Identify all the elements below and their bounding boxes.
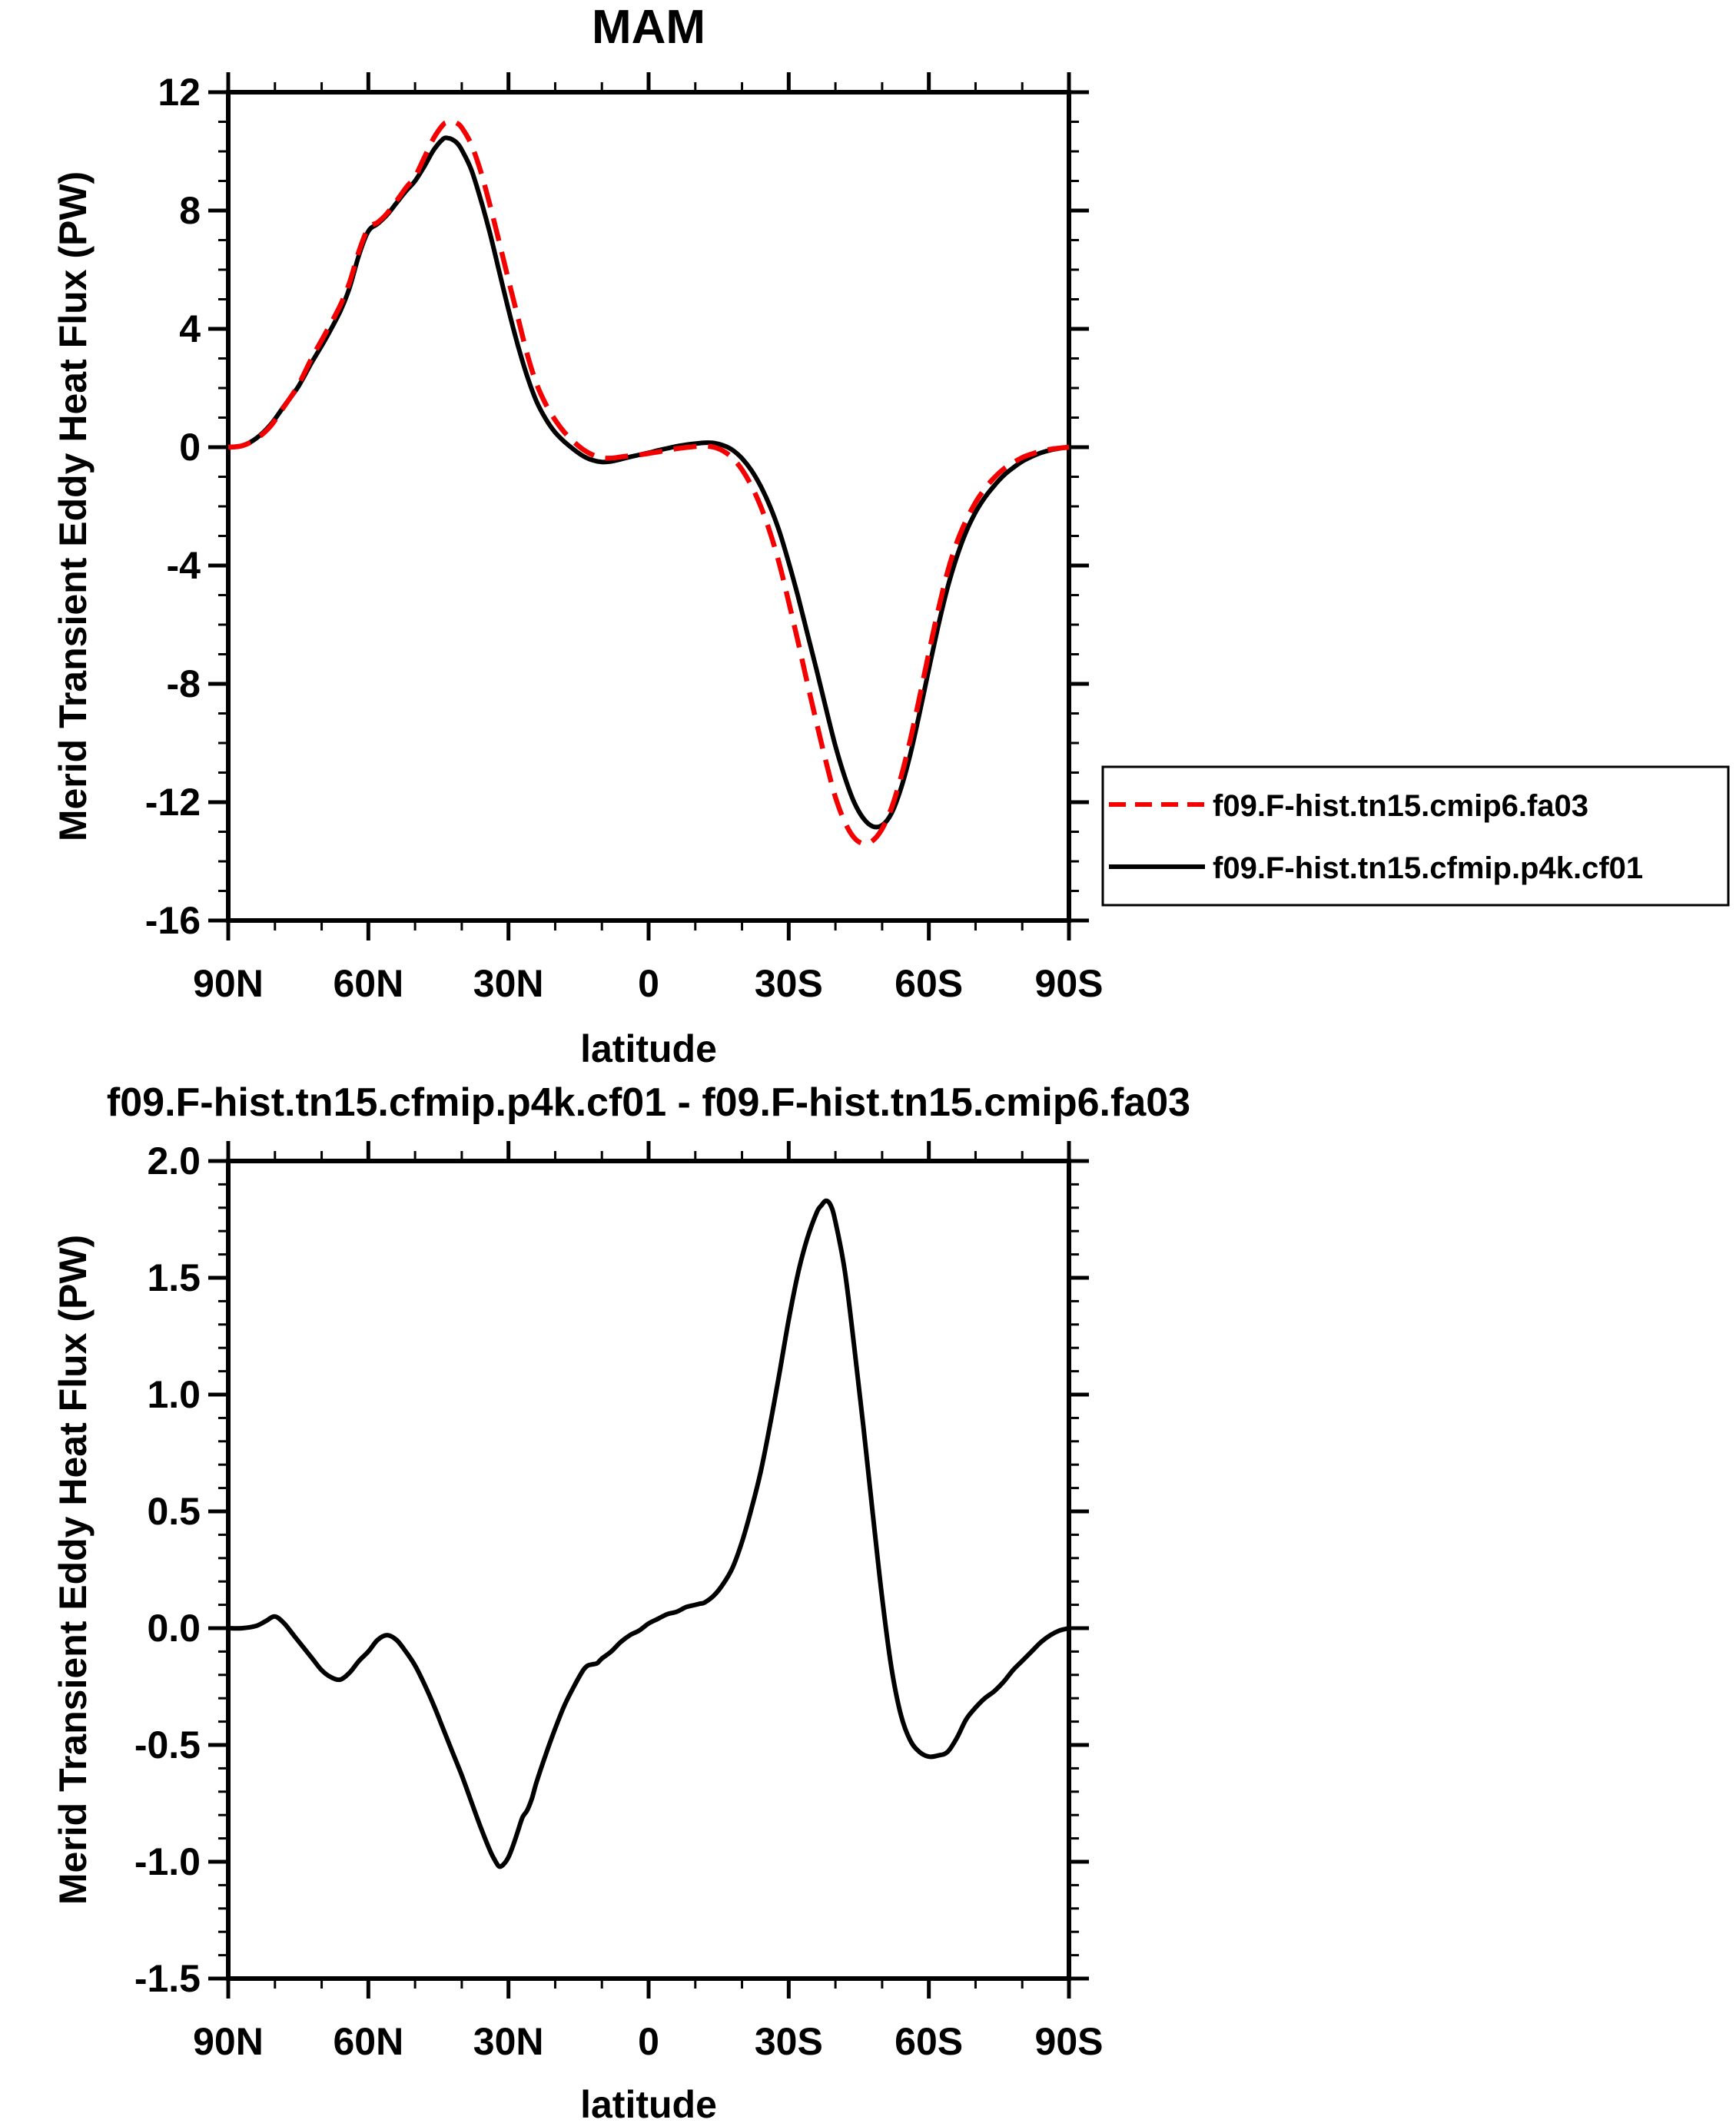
- x-tick-label: 60N: [333, 962, 403, 1005]
- y-tick-label: -1.5: [134, 1957, 201, 2000]
- y-tick-label: 4: [179, 307, 201, 350]
- top-chart-y-axis-label: Merid Transient Eddy Heat Flux (PW): [51, 171, 95, 841]
- y-tick-label: 1.5: [147, 1256, 201, 1299]
- x-tick-label: 30S: [755, 2020, 823, 2063]
- series-line-f09-f-hist-tn15-cmip6-fa03: [227, 119, 1070, 847]
- x-tick-label: 90S: [1035, 2020, 1104, 2063]
- x-tick-label: 90N: [193, 962, 264, 1005]
- legend-box: [1101, 765, 1730, 907]
- x-tick-label: 30N: [473, 2020, 544, 2063]
- axes: 90N 60N 30N 0 30S 60S 90S 12 8 4 0 -4 -8 -12 -16: [145, 71, 1104, 1005]
- y-tick-label: 12: [158, 71, 201, 114]
- y-tick-label: 1.0: [147, 1373, 201, 1416]
- x-tick-label: 30N: [473, 962, 544, 1005]
- y-tick-label: 0.0: [147, 1607, 201, 1650]
- top-chart-title: MAM: [592, 1, 705, 54]
- x-tick-label: 30S: [755, 962, 823, 1005]
- x-tick-label: 0: [638, 2020, 659, 2063]
- rendered-chart-layer: 90N 60N 30N 0 30S 60S 90S 12 8 4 0 -4 -8 -12 -16 90N 60N…: [134, 71, 1730, 2063]
- y-tick-label: -16: [145, 899, 201, 942]
- y-tick-label: -12: [145, 781, 201, 824]
- bottom-chart-x-axis-label: latitude: [580, 2083, 717, 2123]
- series-line-difference-cfmip-p4k-cf01-minus-cmip6-fa03-: [227, 1198, 1070, 1869]
- y-tick-label: -4: [167, 544, 201, 587]
- y-tick-label: 0: [179, 426, 201, 469]
- y-tick-label: 0.5: [147, 1490, 201, 1533]
- plot-frame: [226, 90, 1071, 923]
- x-tick-label: 60S: [895, 962, 963, 1005]
- plot-frame: [226, 1159, 1071, 1981]
- y-tick-label: -0.5: [134, 1723, 201, 1766]
- x-tick-label: 60N: [333, 2020, 403, 2063]
- y-tick-label: -8: [167, 662, 201, 705]
- axes: 90N 60N 30N 0 30S 60S 90S 2.0 1.5 1.0 0.5 0.0 -0.5 -1…: [134, 1139, 1104, 2063]
- series-line-f09-f-hist-tn15-cfmip-p4k-cf01: [227, 135, 1070, 830]
- x-tick-label: 90S: [1035, 962, 1104, 1005]
- x-tick-label: 0: [638, 962, 659, 1005]
- x-tick-label: 60S: [895, 2020, 963, 2063]
- y-tick-label: 8: [179, 189, 201, 232]
- top-chart-x-axis-label: latitude: [580, 1027, 717, 1070]
- bottom-chart-y-axis-label: Merid Transient Eddy Heat Flux (PW): [51, 1235, 95, 1905]
- legend-label-cfmip-p4k-run: f09.F-hist.tn15.cfmip.p4k.cf01: [1213, 851, 1643, 885]
- x-tick-label: 90N: [193, 2020, 264, 2063]
- y-tick-label: -1.0: [134, 1840, 201, 1883]
- legend-label-cmip6-run: f09.F-hist.tn15.cmip6.fa03: [1213, 789, 1588, 823]
- y-tick-label: 2.0: [147, 1139, 201, 1183]
- bottom-chart-title: f09.F-hist.tn15.cfmip.p4k.cf01 - f09.F-h…: [107, 1080, 1190, 1125]
